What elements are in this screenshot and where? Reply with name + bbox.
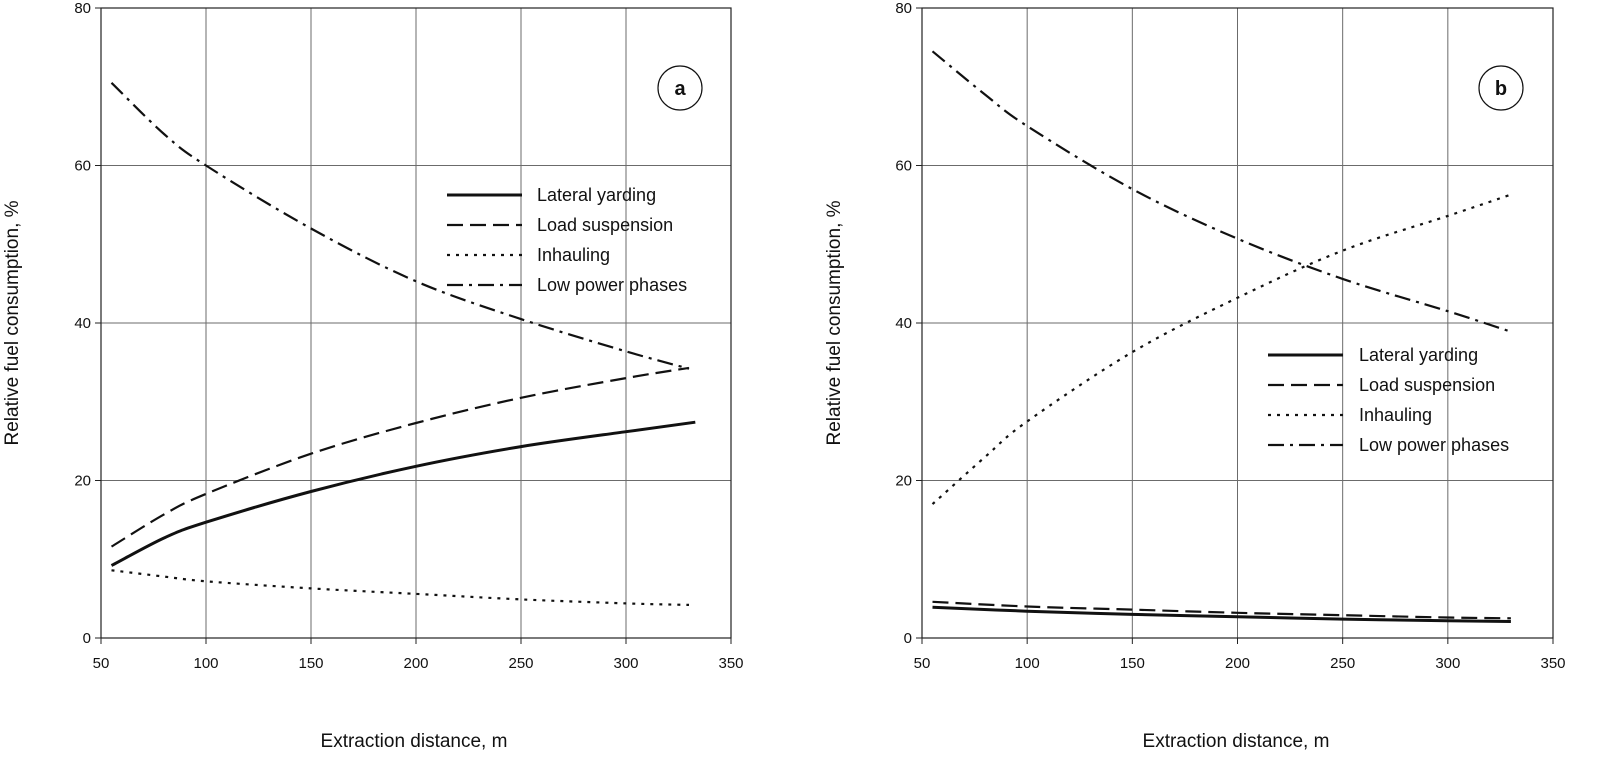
legend-label: Low power phases (1359, 435, 1509, 455)
series-line-low-power-phases (931, 50, 1512, 333)
y-tick-label: 0 (83, 630, 91, 647)
y-axis-label: Relative fuel consumption, % (824, 200, 845, 445)
x-tick-label: 50 (914, 655, 931, 672)
legend: Lateral yarding Load suspension Inhauling L… (447, 185, 687, 295)
series-line-inhauling (931, 193, 1512, 505)
x-tick-label: 350 (718, 655, 743, 672)
y-tick-label: 20 (895, 473, 912, 490)
y-tick-label: 0 (904, 630, 912, 647)
x-tick-label: 250 (508, 655, 533, 672)
chart-panel-a: Relative fuel consumption, % Extraction … (2, 0, 744, 752)
y-tick-label: 40 (895, 315, 912, 332)
x-tick-label: 100 (1015, 655, 1040, 672)
panel-label: b (1495, 78, 1507, 100)
x-tick-label: 150 (1120, 655, 1145, 672)
y-axis-label: Relative fuel consumption, % (2, 200, 23, 445)
y-tick-label: 60 (895, 158, 912, 175)
grid (921, 7, 1554, 639)
x-tick-label: 50 (93, 655, 110, 672)
series-line-load-suspension (932, 600, 1511, 620)
x-tick-label: 300 (613, 655, 638, 672)
x-axis-label: Extraction distance, m (321, 731, 508, 752)
panel-label-badge (1478, 65, 1524, 111)
x-tick-label: 350 (1540, 655, 1565, 672)
x-tick-label: 200 (1225, 655, 1250, 672)
x-tick-label: 300 (1435, 655, 1460, 672)
grid (100, 7, 732, 639)
y-tick-label: 40 (74, 315, 91, 332)
x-axis-label: Extraction distance, m (1143, 731, 1330, 752)
y-tick-label: 20 (74, 473, 91, 490)
legend-label: Lateral yarding (1359, 345, 1478, 365)
y-tick-label: 80 (74, 0, 91, 17)
y-tick-label: 60 (74, 158, 91, 175)
legend-label: Inhauling (537, 245, 610, 265)
series-line-lateral-yarding (110, 420, 696, 567)
series-line-lateral-yarding (932, 605, 1511, 623)
x-tick-label: 200 (403, 655, 428, 672)
legend-label: Inhauling (1359, 405, 1432, 425)
series-line-low-power-phases (110, 82, 690, 370)
chart-panel-b: Relative fuel consumption, % Extraction … (824, 0, 1566, 752)
series-line-load-suspension (110, 366, 690, 548)
x-tick-label: 250 (1330, 655, 1355, 672)
y-tick-label: 80 (895, 0, 912, 17)
legend-label: Load suspension (1359, 375, 1495, 395)
x-tick-label: 150 (298, 655, 323, 672)
legend-label: Load suspension (537, 215, 673, 235)
panel-label-badge (657, 65, 703, 111)
panel-label: a (674, 78, 686, 100)
x-tick-label: 100 (193, 655, 218, 672)
series-line-inhauling (111, 569, 690, 606)
legend-label: Low power phases (537, 275, 687, 295)
legend-label: Lateral yarding (537, 185, 656, 205)
legend: Lateral yarding Load suspension Inhauling L… (1268, 345, 1509, 455)
